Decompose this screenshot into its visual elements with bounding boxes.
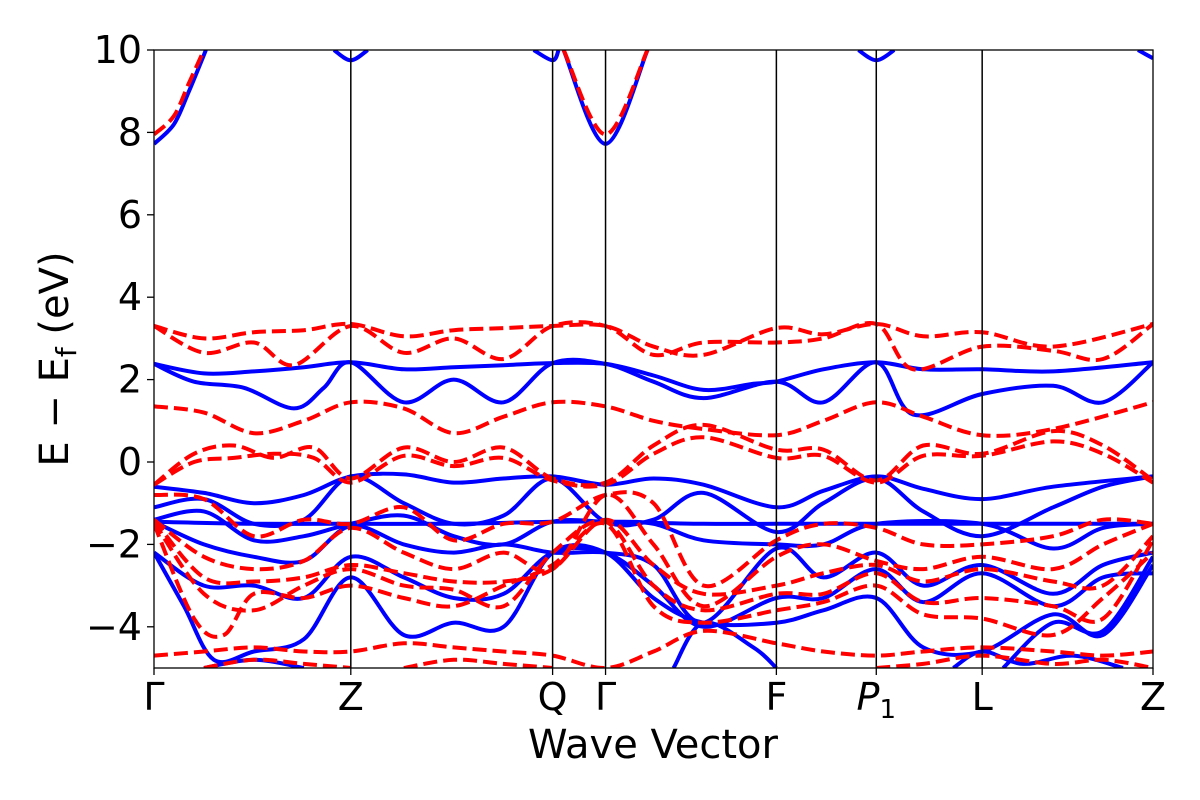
solid-band-line	[154, 50, 208, 146]
dashed-band-line	[154, 517, 1153, 597]
x-axis-ticks: Γ Z Q Γ F P1 L Z	[143, 668, 1166, 725]
solid-band-line	[1137, 50, 1153, 60]
plot-frame	[153, 49, 1154, 669]
dashed-band-line	[154, 492, 1153, 609]
solid-band-line	[671, 620, 778, 668]
y-axis-title-sub: f	[50, 346, 83, 357]
y-axis-title-main: E − E	[32, 357, 78, 467]
solid-band-line	[532, 50, 561, 63]
solid-band-line	[1001, 555, 1153, 668]
y-axis-ticks: −4 −2 0 2 4 6 8 10	[86, 28, 154, 649]
y-tick-label: 8	[118, 110, 142, 154]
dashed-band-line	[154, 399, 1153, 438]
solid-band-line	[154, 474, 1153, 539]
dashed-band-line	[154, 321, 1153, 358]
solid-band-line	[154, 360, 1153, 393]
y-tick-label: −4	[86, 605, 142, 649]
y-tick-label: −2	[86, 522, 142, 566]
x-tick-label: P1	[857, 675, 896, 725]
x-tick-label: F	[765, 675, 787, 719]
dashed-band-line	[154, 521, 1153, 639]
dashed-band-line	[154, 490, 1153, 589]
x-tick-label: Z	[338, 675, 364, 719]
dashed-band-line	[154, 320, 1153, 372]
x-tick-label: Z	[1140, 675, 1166, 719]
y-axis-title-unit: (eV)	[32, 251, 78, 347]
x-tick-label: L	[972, 675, 993, 719]
y-tick-label: 6	[118, 193, 142, 237]
solid-band-line	[952, 649, 1124, 668]
y-tick-label: 4	[118, 275, 142, 319]
band-lines	[154, 50, 1153, 668]
x-axis-title: Wave Vector	[528, 722, 779, 768]
dashed-band-line	[203, 657, 351, 668]
y-tick-label: 0	[118, 440, 142, 484]
solid-band-line	[154, 357, 1153, 418]
solid-band-line	[154, 519, 1153, 526]
dashed-band-line	[154, 518, 1153, 624]
y-tick-label: 10	[94, 28, 142, 72]
x-tick-label: Γ	[143, 675, 164, 719]
dashed-band-line	[403, 657, 553, 668]
dashed-band-line	[876, 653, 1153, 668]
dashed-band-line	[561, 50, 650, 137]
x-tick-label: Q	[538, 675, 568, 719]
solid-band-line	[154, 471, 1153, 510]
x-tick-label: Γ	[595, 675, 616, 719]
y-axis-title: E − Ef (eV)	[32, 251, 83, 466]
high-symmetry-lines	[350, 50, 983, 668]
y-tick-label: 2	[118, 358, 142, 402]
dashed-band-line	[154, 50, 206, 137]
